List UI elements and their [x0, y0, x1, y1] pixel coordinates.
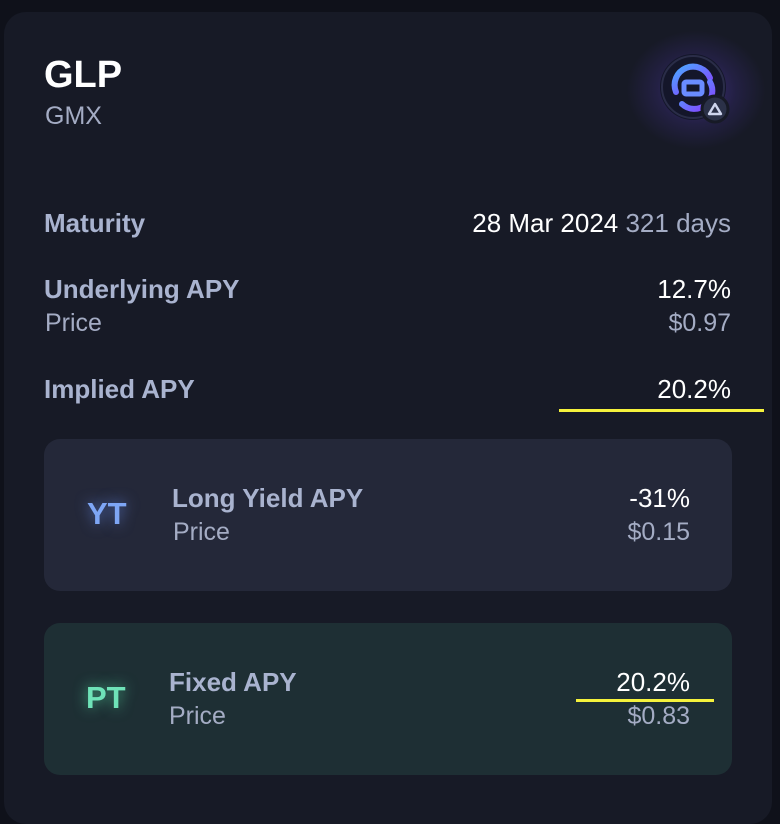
underlying-price-label: Price	[45, 309, 102, 337]
maturity-label: Maturity	[44, 208, 146, 238]
pt-apy-highlight	[576, 699, 714, 702]
underlying-apy-value: 12.7%	[657, 274, 731, 304]
yt-panel[interactable]: YT Long Yield APY Price -31% $0.15	[44, 439, 732, 591]
maturity-value: 28 Mar 2024 321 days	[472, 208, 731, 238]
maturity-date: 28 Mar 2024	[472, 208, 619, 238]
pt-token-label: PT	[86, 680, 126, 715]
pt-panel[interactable]: PT Fixed APY Price 20.2% $0.83	[44, 623, 732, 775]
pt-apy-label: Fixed APY	[169, 667, 297, 697]
underlying-apy-label: Underlying APY	[44, 274, 240, 304]
implied-apy-label: Implied APY	[44, 374, 195, 404]
yt-apy-label: Long Yield APY	[172, 483, 364, 513]
pt-price-value: $0.83	[627, 702, 690, 730]
asset-protocol: GMX	[45, 102, 102, 130]
underlying-price-value: $0.97	[668, 309, 731, 337]
pt-apy-value: 20.2%	[616, 667, 690, 697]
yt-token-label: YT	[87, 496, 127, 531]
implied-apy-value: 20.2%	[657, 374, 731, 404]
yt-apy-value: -31%	[629, 483, 690, 513]
gmx-glp-logo-icon	[660, 54, 730, 124]
asset-title: GLP	[44, 54, 123, 96]
yt-price-value: $0.15	[627, 518, 690, 546]
implied-apy-highlight	[559, 409, 764, 412]
pt-price-label: Price	[169, 702, 226, 730]
maturity-days: 321 days	[625, 208, 731, 238]
yt-price-label: Price	[173, 518, 230, 546]
